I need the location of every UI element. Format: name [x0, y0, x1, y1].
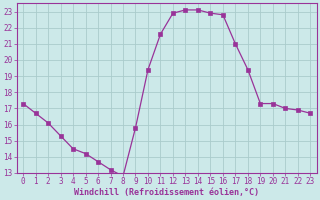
- X-axis label: Windchill (Refroidissement éolien,°C): Windchill (Refroidissement éolien,°C): [74, 188, 259, 197]
